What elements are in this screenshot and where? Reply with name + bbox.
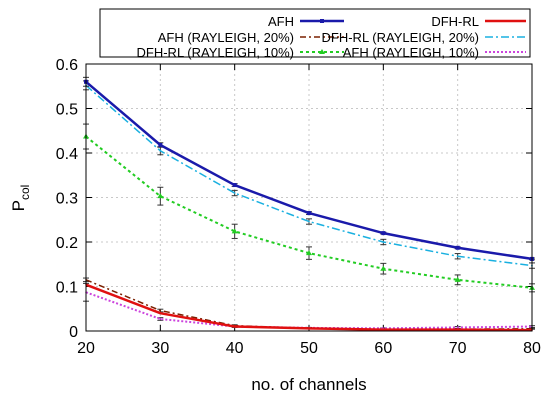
legend-label: DFH-RL (RAYLEIGH, 10%) — [137, 45, 294, 60]
data-point — [308, 220, 310, 223]
data-point — [233, 192, 236, 194]
data-point — [382, 328, 385, 331]
x-axis-title: no. of channels — [251, 375, 366, 394]
legend-label: AFH (RAYLEIGH, 20%) — [158, 30, 294, 45]
data-point — [232, 183, 237, 188]
series-layer — [83, 76, 535, 332]
y-tick-label: 0 — [69, 324, 78, 341]
legend-label: DFH-RL — [431, 14, 479, 29]
ticks: 20 30 40 50 60 70 80 0 0.1 0.2 0.3 0.4 0.5 0.6 — [56, 57, 541, 357]
data-point — [158, 142, 163, 147]
legend-frame — [99, 8, 531, 58]
y-axis-title-main: P — [9, 200, 28, 211]
series-line — [83, 123, 535, 293]
data-point — [306, 250, 312, 256]
data-point — [454, 276, 461, 282]
y-tick-label: 0.1 — [56, 280, 78, 297]
data-point — [233, 325, 236, 328]
data-point — [320, 19, 324, 23]
y-tick-label: 0.4 — [56, 146, 78, 163]
data-point — [231, 228, 238, 234]
data-point — [456, 326, 459, 329]
x-tick-label: 30 — [151, 340, 169, 357]
x-tick-label: 70 — [449, 340, 467, 357]
data-point — [307, 211, 311, 216]
data-point — [308, 327, 310, 330]
data-point — [455, 245, 460, 250]
data-point — [456, 255, 459, 258]
y-tick-label: 0.6 — [56, 57, 78, 74]
y-axis-title-subscript: col — [18, 185, 32, 200]
data-point — [456, 328, 459, 331]
x-tick-label: 20 — [77, 340, 95, 357]
data-point — [382, 241, 385, 243]
data-point — [319, 49, 325, 54]
y-tick-label: 0.5 — [56, 102, 78, 119]
grid — [86, 64, 532, 331]
data-point — [159, 312, 162, 315]
y-tick-label: 0.2 — [56, 235, 78, 252]
data-point — [381, 231, 386, 236]
x-tick-label: 60 — [374, 340, 392, 357]
data-point — [159, 149, 162, 152]
legend-label: AFH — [268, 14, 294, 29]
x-tick-label: 80 — [523, 340, 541, 357]
y-tick-label: 0.3 — [56, 191, 78, 208]
data-point — [159, 318, 162, 320]
y-axis-title: Pcol — [9, 185, 32, 212]
legend-label: AFH (RAYLEIGH, 10%) — [343, 45, 479, 60]
plot-frame — [85, 63, 533, 332]
legend-label: DFH-RL (RAYLEIGH, 20%) — [322, 30, 479, 45]
x-tick-label: 50 — [300, 340, 318, 357]
data-point — [380, 265, 387, 271]
data-point — [157, 193, 164, 199]
x-tick-label: 40 — [226, 340, 244, 357]
data-point — [159, 309, 162, 312]
